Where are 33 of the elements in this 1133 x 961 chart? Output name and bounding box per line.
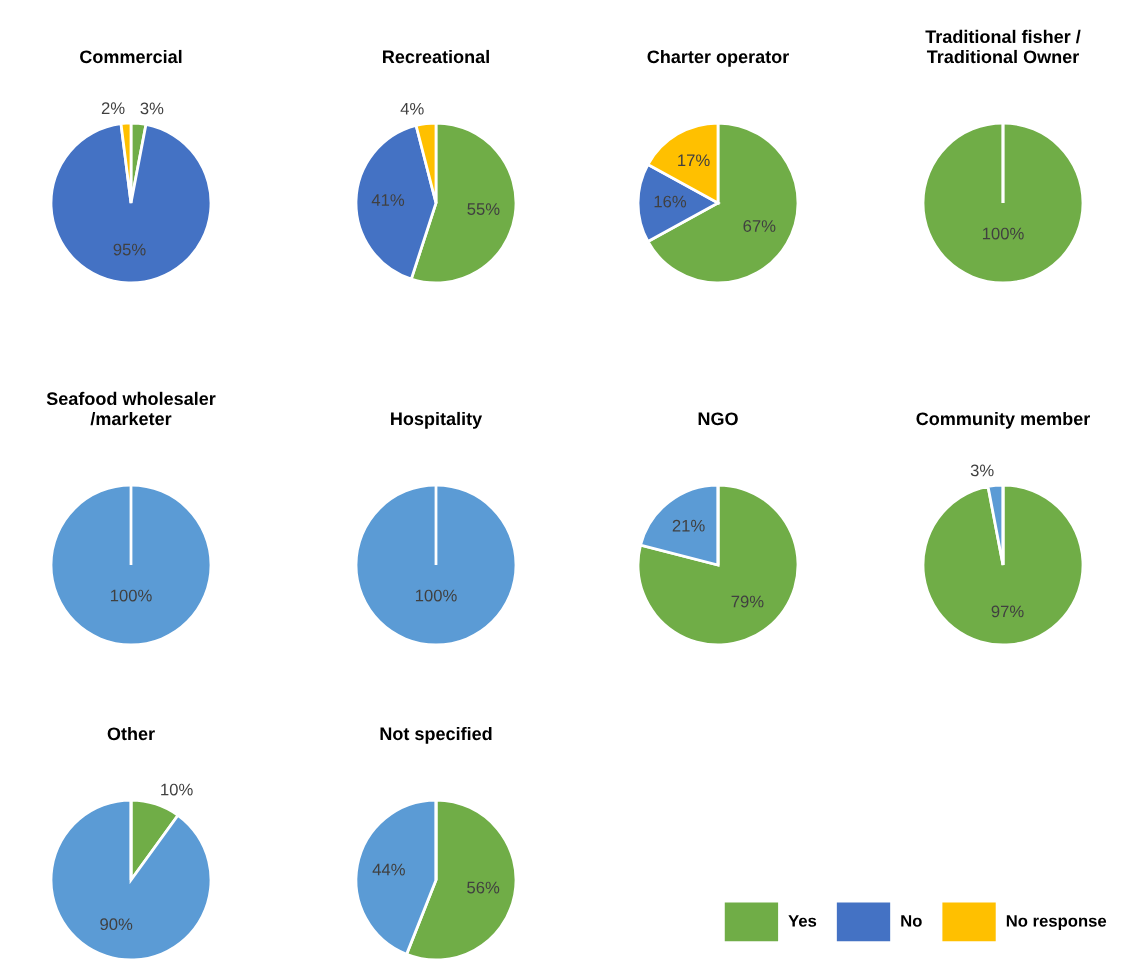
data-label: 67% [743, 220, 776, 232]
legend-label: Yes [788, 915, 817, 927]
chart-title: Not specified [380, 726, 492, 744]
data-label: 2% [101, 102, 125, 114]
data-label: 100% [982, 227, 1024, 240]
data-label: 79% [731, 595, 764, 608]
chart-title: Community member [916, 411, 1091, 429]
chart-title: Hospitality [391, 411, 483, 429]
legend-label: No [901, 915, 922, 927]
data-label: 95% [113, 243, 146, 256]
data-label: 21% [672, 519, 705, 532]
data-label: 3% [970, 464, 994, 477]
data-label: 100% [415, 589, 457, 602]
data-label: 55% [467, 203, 500, 215]
data-label: 10% [161, 783, 193, 796]
chart-title: Commercial [80, 49, 182, 64]
chart-title: Seafood wholesaler /marketer [46, 391, 216, 426]
data-label: 56% [467, 881, 500, 894]
data-label: 4% [400, 102, 424, 115]
data-label: 3% [140, 102, 164, 115]
chart-title: Traditional fisher / Traditional Owner [925, 29, 1081, 64]
data-label: 41% [371, 194, 405, 206]
legend-label: No response [1006, 915, 1107, 931]
data-label: 17% [678, 154, 710, 167]
chart-title: NGO [698, 412, 738, 426]
data-label: 44% [372, 863, 405, 876]
chart-title: Other [107, 726, 155, 741]
chart-title: Charter operator [647, 49, 789, 67]
data-label: 90% [100, 918, 133, 931]
data-label: 16% [654, 195, 687, 208]
data-label: 97% [991, 605, 1024, 618]
data-label: 100% [110, 589, 152, 602]
chart-title: Recreational [383, 49, 489, 64]
